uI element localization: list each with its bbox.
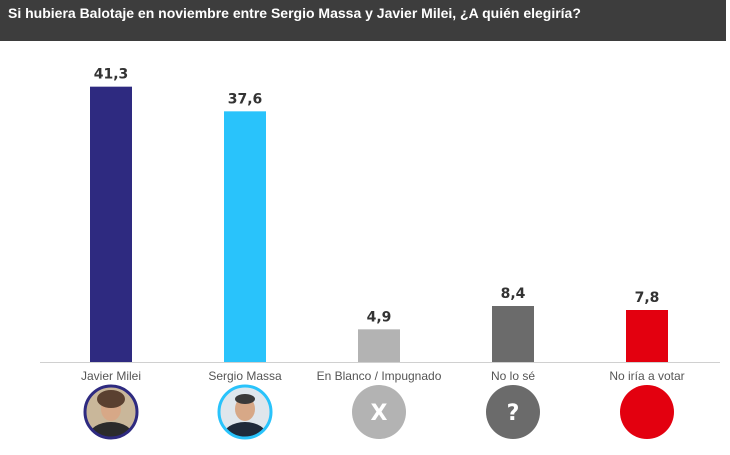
category-label-no-iria-a-votar: No iría a votar bbox=[609, 369, 684, 383]
value-label-no-iria-a-votar: 7,8 bbox=[635, 290, 660, 306]
svg-text:X: X bbox=[371, 401, 388, 426]
value-label-javier-milei: 41,3 bbox=[94, 67, 129, 83]
question-mark-icon: ? bbox=[486, 385, 540, 439]
bar-no-lo-se bbox=[492, 306, 534, 362]
red-circle-icon bbox=[620, 385, 674, 439]
javier-milei-portrait-icon bbox=[83, 384, 139, 440]
bar-sergio-massa bbox=[224, 111, 266, 362]
category-label-en-blanco-impugnado: En Blanco / Impugnado bbox=[317, 369, 442, 383]
bar-javier-milei bbox=[90, 86, 132, 363]
svg-text:?: ? bbox=[507, 401, 520, 426]
value-label-no-lo-se: 8,4 bbox=[501, 286, 526, 302]
category-label-sergio-massa: Sergio Massa bbox=[208, 369, 282, 383]
category-label-no-lo-se: No lo sé bbox=[491, 369, 535, 383]
x-icon: X bbox=[352, 385, 406, 439]
chart-title: Si hubiera Balotaje en noviembre entre S… bbox=[0, 0, 726, 41]
sergio-massa-portrait-icon bbox=[217, 384, 273, 440]
value-label-sergio-massa: 37,6 bbox=[228, 91, 263, 107]
value-label-en-blanco-impugnado: 4,9 bbox=[367, 309, 392, 325]
category-label-javier-milei: Javier Milei bbox=[81, 369, 141, 383]
bar-no-iria-a-votar bbox=[626, 310, 668, 362]
bar-en-blanco-impugnado bbox=[358, 329, 400, 362]
